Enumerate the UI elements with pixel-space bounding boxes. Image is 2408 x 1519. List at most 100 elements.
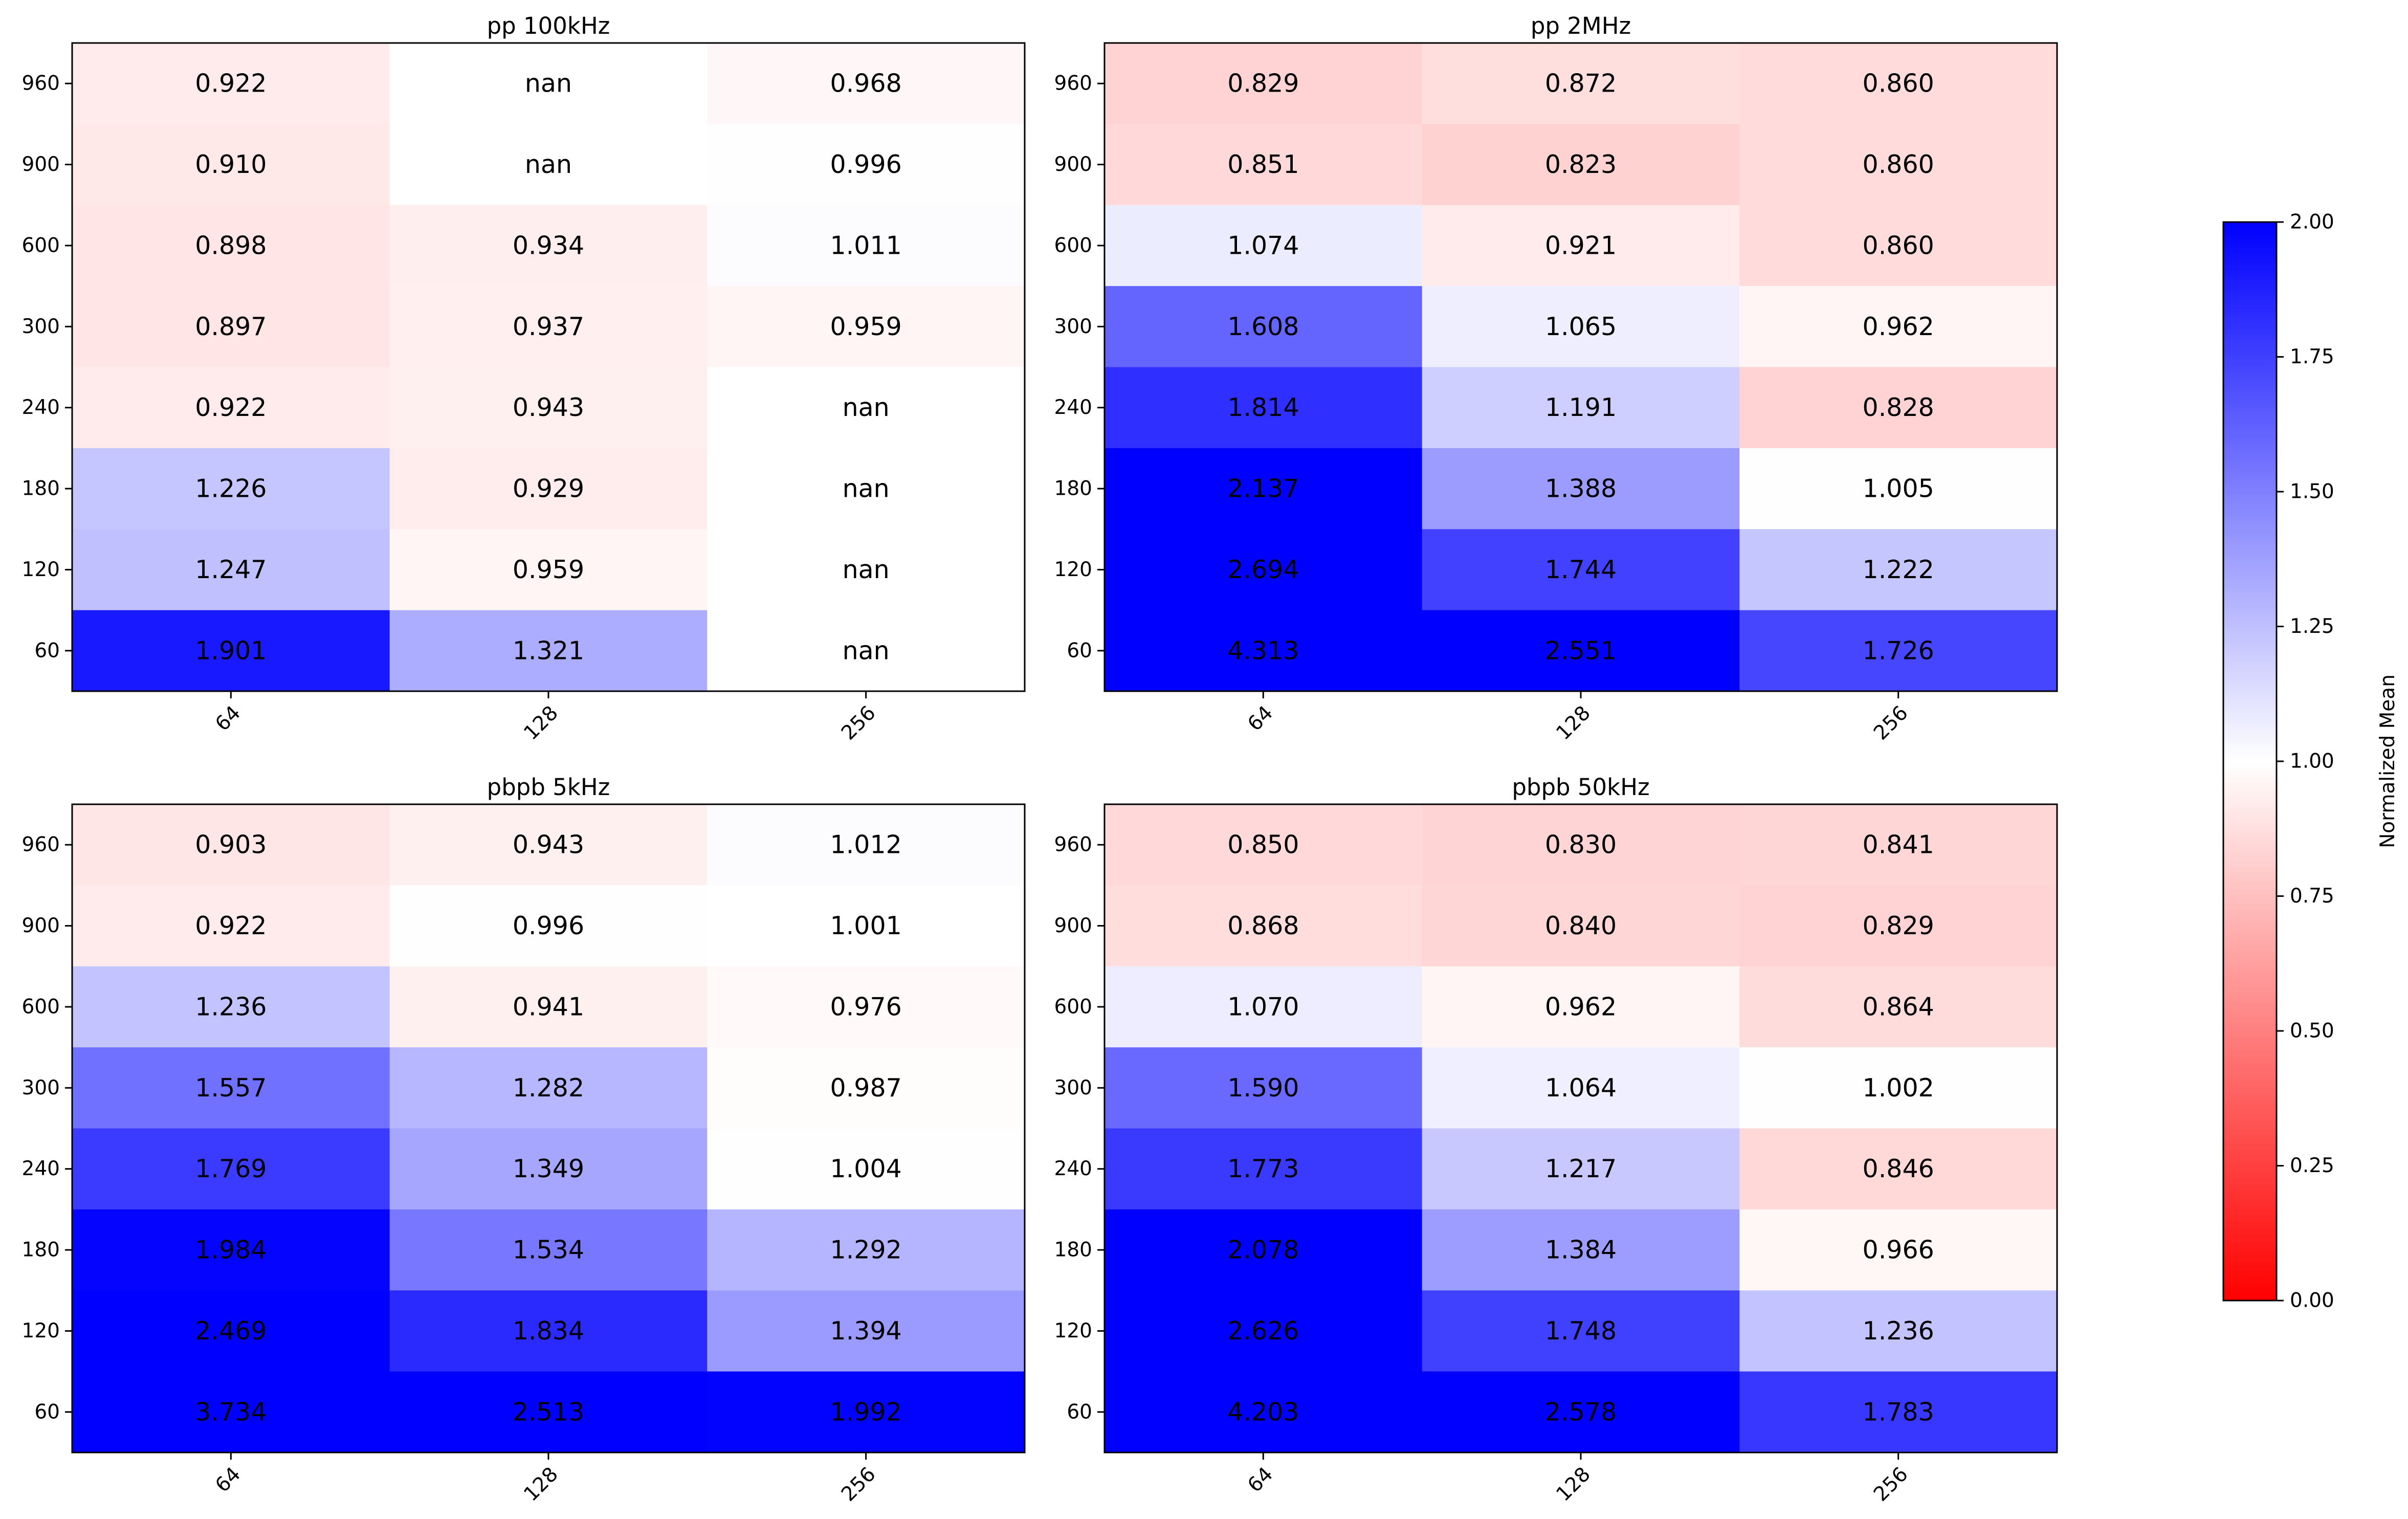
y-tick-label: 900 — [1054, 153, 1092, 176]
cell-value-label: 1.074 — [1227, 231, 1299, 260]
heatmap-cell — [1739, 804, 2058, 886]
heatmap-cell — [1104, 124, 1423, 206]
colorbar-tick-label: 0.50 — [2290, 1020, 2334, 1043]
heatmap-cell — [72, 286, 390, 367]
x-tick-label: 128 — [519, 701, 562, 744]
heatmap-cell — [1104, 1371, 1423, 1453]
cell-value-label: 1.236 — [195, 992, 267, 1021]
heatmap-cell — [1422, 286, 1740, 367]
heatmap-cell — [389, 1371, 708, 1453]
heatmap-cell — [389, 448, 708, 530]
y-tick-label: 600 — [22, 234, 60, 257]
cell-value-label: 1.992 — [830, 1397, 902, 1426]
cell-value-label: 2.578 — [1545, 1397, 1617, 1426]
colorbar-tick-label: 0.25 — [2290, 1154, 2334, 1177]
heatmap-cell — [1739, 610, 2058, 692]
heatmap-cell — [707, 1290, 1025, 1372]
heatmap-cell — [389, 885, 708, 967]
y-tick-label: 240 — [22, 1157, 60, 1180]
cell-value-label: 1.834 — [513, 1316, 584, 1346]
cell-value-label: 0.962 — [1545, 992, 1617, 1021]
cell-value-label: 4.203 — [1227, 1397, 1299, 1426]
x-tick-label: 64 — [1243, 1463, 1277, 1497]
heatmap-cell — [707, 448, 1025, 530]
cell-value-label: 0.860 — [1863, 231, 1934, 260]
cell-value-label: 1.349 — [513, 1154, 584, 1183]
colorbar-tick-label: 1.50 — [2290, 480, 2334, 503]
panel-title: pp 2MHz — [1531, 12, 1631, 39]
cell-value-label: 0.941 — [513, 992, 584, 1021]
y-tick-label: 900 — [22, 153, 60, 176]
y-tick-label: 180 — [1054, 1239, 1092, 1262]
heatmap-cell — [389, 529, 708, 611]
cell-value-label: 0.841 — [1863, 830, 1934, 860]
x-tick-label: 64 — [211, 701, 245, 736]
heatmap-cell — [707, 1047, 1025, 1129]
cell-value-label: 1.001 — [830, 911, 902, 940]
colorbar-tick-label: 1.00 — [2290, 750, 2334, 773]
cell-value-label: 0.864 — [1863, 992, 1934, 1021]
cell-value-label: 2.078 — [1227, 1236, 1299, 1265]
cell-value-label: 0.903 — [195, 830, 267, 860]
heatmap-cell — [1739, 966, 2058, 1048]
cell-value-label: nan — [525, 150, 572, 179]
heatmap-cell — [1422, 1290, 1740, 1372]
y-tick-label: 300 — [1054, 315, 1092, 338]
y-tick-label: 120 — [1054, 558, 1092, 581]
panel-title: pp 100kHz — [487, 12, 610, 39]
cell-value-label: 1.321 — [513, 636, 584, 665]
x-tick-label: 128 — [1552, 1463, 1595, 1506]
heatmap-cell — [1422, 448, 1740, 530]
cell-value-label: 1.070 — [1227, 992, 1299, 1021]
cell-value-label: 0.929 — [513, 474, 584, 503]
heatmap-cell — [1104, 1209, 1423, 1291]
cell-value-label: 0.937 — [513, 312, 584, 341]
cell-value-label: 2.694 — [1227, 555, 1299, 584]
heatmap-cell — [1739, 1209, 2058, 1291]
heatmap-panel: 0.903 0.943 1.012 0.922 0.996 1.001 1.236 0.941… — [22, 774, 1026, 1506]
cell-value-label: 4.313 — [1227, 636, 1299, 665]
heatmap-cell — [1422, 529, 1740, 611]
heatmap-cell — [707, 1371, 1025, 1453]
y-tick-label: 180 — [22, 1239, 60, 1262]
heatmap-cell — [389, 1047, 708, 1129]
cell-value-label: 0.828 — [1863, 393, 1934, 422]
cell-value-label: 1.744 — [1545, 555, 1617, 584]
heatmap-cell — [72, 804, 390, 886]
cell-value-label: nan — [843, 636, 890, 665]
cell-value-label: 1.394 — [830, 1316, 902, 1346]
cell-value-label: 0.987 — [830, 1073, 902, 1103]
colorbar-tick-label: 0.75 — [2290, 885, 2334, 908]
panel-title: pbpb 50kHz — [1512, 774, 1649, 801]
y-tick-label: 600 — [22, 995, 60, 1018]
cell-value-label: 1.557 — [195, 1073, 267, 1103]
cell-value-label: 1.222 — [1863, 555, 1934, 584]
heatmap-cell — [72, 124, 390, 206]
cell-value-label: 1.012 — [830, 830, 902, 860]
x-tick-label: 64 — [1243, 701, 1277, 736]
cell-value-label: 1.011 — [830, 231, 902, 260]
colorbar-gradient — [2222, 221, 2278, 1302]
heatmap-cell — [1739, 1371, 2058, 1453]
heatmap-cell — [707, 610, 1025, 692]
y-tick-label: 60 — [1067, 1400, 1092, 1423]
heatmap-cell — [389, 966, 708, 1048]
y-tick-label: 240 — [22, 396, 60, 419]
heatmap-cell — [1422, 966, 1740, 1048]
x-tick-label: 128 — [1552, 701, 1595, 744]
cell-value-label: 1.590 — [1227, 1073, 1299, 1103]
heatmap-cell — [389, 124, 708, 206]
heatmap-cell — [1422, 804, 1740, 886]
heatmap-cell — [1104, 1290, 1423, 1372]
cell-value-label: 1.282 — [513, 1073, 584, 1103]
cell-value-label: 0.829 — [1863, 911, 1934, 940]
cell-value-label: 3.734 — [195, 1397, 267, 1426]
heatmap-panel: 0.922 nan 0.968 0.910 nan 0.996 0.898 0.934 1.01… — [22, 12, 1026, 745]
heatmap-cell — [707, 205, 1025, 287]
x-tick-label: 256 — [837, 701, 880, 744]
colorbar: 0.00 0.25 0.50 0.75 1.00 1.25 1.50 1.75 2.00 Nor… — [2222, 211, 2399, 1312]
heatmap-cell — [389, 43, 708, 124]
cell-value-label: 1.292 — [830, 1236, 902, 1265]
cell-value-label: 1.065 — [1545, 312, 1617, 341]
cell-value-label: 1.608 — [1227, 312, 1299, 341]
